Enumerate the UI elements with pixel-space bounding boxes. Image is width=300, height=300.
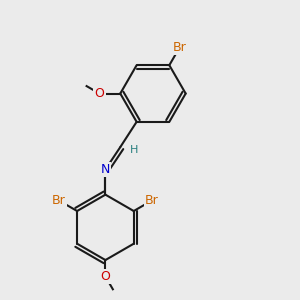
Text: Br: Br [52, 194, 66, 207]
Text: Br: Br [173, 41, 187, 54]
Text: O: O [94, 87, 104, 100]
Text: Br: Br [145, 194, 159, 207]
Text: N: N [101, 163, 110, 176]
Text: O: O [100, 270, 110, 283]
Text: H: H [130, 145, 138, 155]
